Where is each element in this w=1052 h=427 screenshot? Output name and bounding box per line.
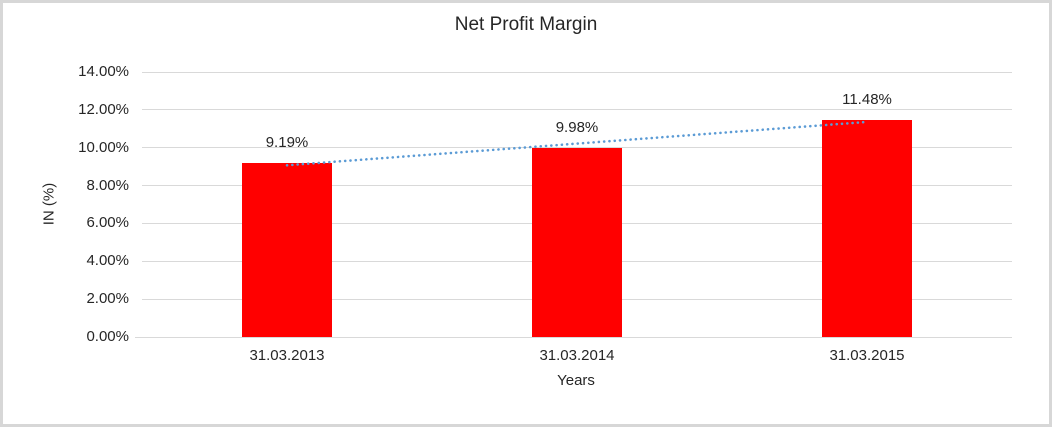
bar-value-label: 11.48%	[842, 90, 892, 108]
x-tick-label: 31.03.2013	[249, 347, 325, 364]
x-axis-title: Years	[557, 372, 595, 389]
bar	[242, 163, 332, 337]
x-tick-label: 31.03.2014	[539, 347, 615, 364]
y-tick-label: 6.00%	[86, 214, 129, 232]
bar	[822, 119, 912, 337]
bar	[532, 148, 622, 337]
x-axis-line	[135, 336, 1012, 338]
y-tick-label: 10.00%	[78, 138, 129, 156]
y-tick-label: 12.00%	[78, 100, 129, 118]
chart-title: Net Profit Margin	[454, 14, 598, 35]
y-tick-label: 4.00%	[86, 252, 129, 270]
y-tick-label: 0.00%	[86, 328, 129, 345]
y-tick-label: 14.00%	[78, 63, 129, 80]
bar-value-label: 9.98%	[555, 119, 599, 137]
y-tick-label: 2.00%	[86, 290, 129, 308]
gridline	[142, 71, 1012, 73]
gridline	[142, 109, 1012, 111]
y-tick-label: 8.00%	[86, 176, 129, 194]
x-tick-label: 31.03.2015	[829, 347, 905, 364]
bar-value-label: 9.19%	[265, 134, 309, 152]
